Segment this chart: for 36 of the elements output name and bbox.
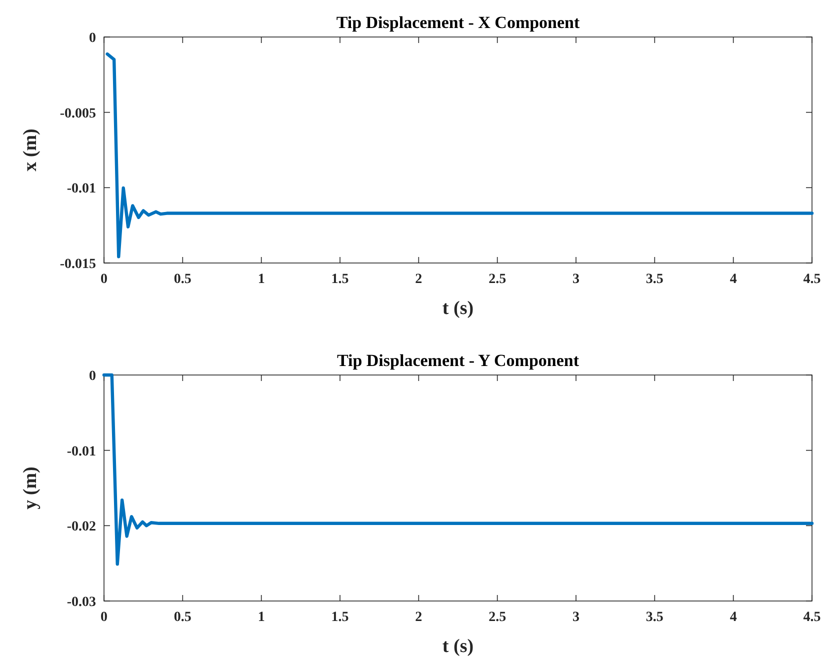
chart-title: Tip Displacement - X Component — [336, 13, 580, 32]
x-tick-label: 4 — [730, 610, 737, 625]
x-tick-label: 3 — [572, 272, 580, 287]
y-tick-label: -0.01 — [66, 182, 96, 197]
y-axis-title: x (m) — [20, 128, 41, 172]
x-tick-label: 4.5 — [803, 272, 821, 287]
y-tick-label: -0.005 — [60, 106, 96, 122]
y-tick-label: 0 — [89, 369, 96, 384]
x-tick-label: 3.5 — [646, 610, 664, 625]
x-tick-label: 1.5 — [331, 272, 349, 287]
x-tick-label: 0 — [100, 272, 108, 287]
x-tick-label: 2 — [415, 272, 422, 287]
x-tick-label: 2.5 — [488, 610, 506, 625]
chart-title: Tip Displacement - Y Component — [336, 351, 580, 370]
x-tick-label: 3 — [572, 610, 580, 625]
x-tick-label: 0 — [100, 610, 108, 625]
line-series — [106, 52, 814, 258]
x-tick-label: 1 — [258, 610, 265, 625]
x-axis-title: t (s) — [442, 636, 474, 657]
x-tick-label: 4.5 — [803, 610, 821, 625]
y-tick-label: -0.015 — [60, 257, 96, 272]
x-tick-label: 4 — [730, 272, 737, 287]
x-tick-label: 0.5 — [174, 272, 192, 287]
x-axis-title: t (s) — [442, 298, 474, 319]
x-tick-label: 2 — [415, 610, 422, 625]
x-tick-label: 0.5 — [174, 610, 192, 625]
y-axis-title: y (m) — [20, 466, 41, 510]
line-series — [102, 373, 814, 566]
x-tick-label: 3.5 — [646, 272, 664, 287]
x-tick-label: 2.5 — [488, 272, 506, 287]
x-tick-label: 1 — [258, 272, 265, 287]
y-tick-label: -0.03 — [66, 595, 96, 610]
x-tick-label: 1.5 — [331, 610, 349, 625]
y-tick-label: 0 — [89, 31, 96, 46]
y-tick-label: -0.02 — [66, 520, 96, 535]
y-tick-label: -0.01 — [66, 444, 96, 460]
